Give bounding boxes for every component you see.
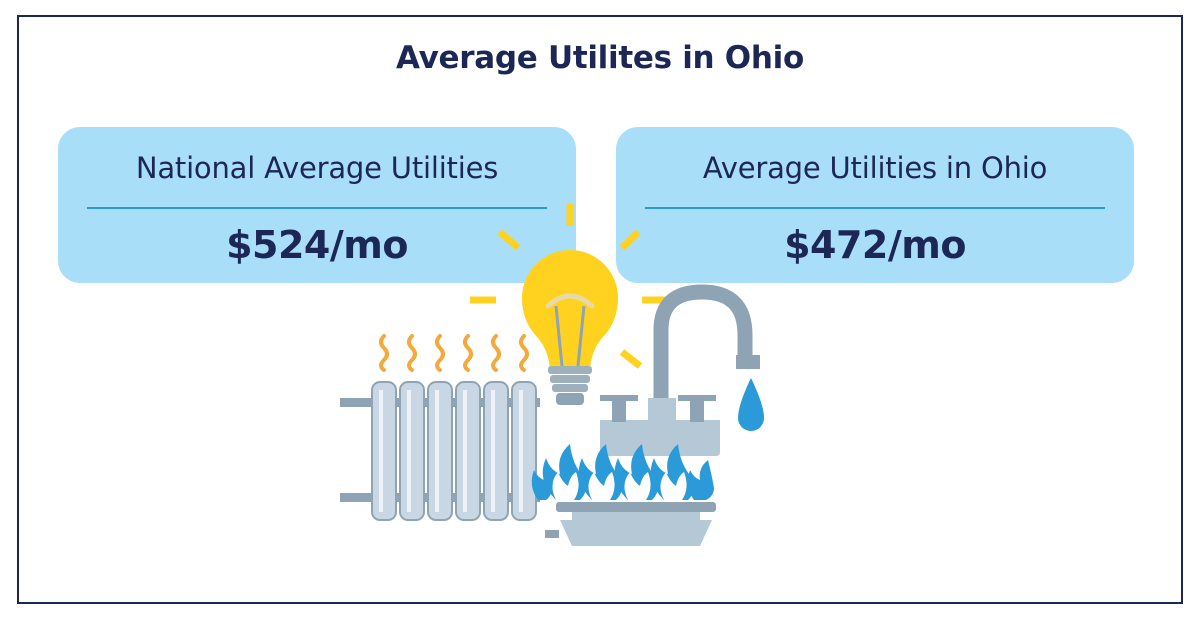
- national-average-label: National Average Utilities: [135, 151, 499, 185]
- light-bulb-icon: [522, 250, 618, 405]
- faucet-icon: [600, 284, 760, 456]
- radiator-icon: [340, 381, 540, 521]
- page-title: Average Utilites in Ohio: [396, 40, 804, 76]
- light-rays-icon: [470, 204, 668, 369]
- ohio-average-value: $472/mo: [784, 223, 966, 267]
- heat-wave-icon: [379, 334, 529, 372]
- gas-burner-icon: [545, 502, 716, 546]
- ohio-average-label: Average Utilities in Ohio: [702, 151, 1048, 185]
- card-divider: [87, 207, 547, 209]
- national-average-value: $524/mo: [226, 223, 408, 267]
- water-drop-icon: [738, 378, 764, 431]
- flame-icon: [531, 444, 714, 500]
- card-divider: [645, 207, 1105, 209]
- ohio-average-card: Average Utilities in Ohio $472/mo: [616, 127, 1134, 283]
- national-average-card: National Average Utilities $524/mo: [58, 127, 576, 283]
